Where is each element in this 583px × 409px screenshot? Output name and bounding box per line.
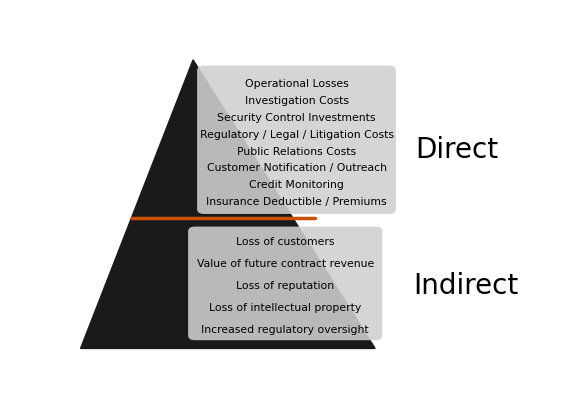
FancyBboxPatch shape	[188, 227, 382, 340]
Text: Operational Losses: Operational Losses	[245, 79, 349, 89]
Text: Public Relations Costs: Public Relations Costs	[237, 146, 356, 156]
FancyBboxPatch shape	[197, 66, 396, 214]
Text: Loss of customers: Loss of customers	[236, 236, 335, 246]
Text: Loss of intellectual property: Loss of intellectual property	[209, 302, 361, 312]
Text: Security Control Investments: Security Control Investments	[217, 112, 376, 122]
Text: Indirect: Indirect	[413, 271, 519, 299]
Text: Value of future contract revenue: Value of future contract revenue	[196, 258, 374, 268]
Text: Regulatory / Legal / Litigation Costs: Regulatory / Legal / Litigation Costs	[199, 129, 394, 139]
Text: Increased regulatory oversight: Increased regulatory oversight	[201, 324, 369, 334]
Text: Investigation Costs: Investigation Costs	[244, 96, 349, 106]
Text: Customer Notification / Outreach: Customer Notification / Outreach	[206, 163, 387, 173]
Text: Loss of reputation: Loss of reputation	[236, 280, 334, 290]
Polygon shape	[80, 61, 375, 348]
Text: Insurance Deductible / Premiums: Insurance Deductible / Premiums	[206, 197, 387, 207]
Text: Credit Monitoring: Credit Monitoring	[249, 180, 344, 190]
Text: Direct: Direct	[415, 136, 498, 164]
